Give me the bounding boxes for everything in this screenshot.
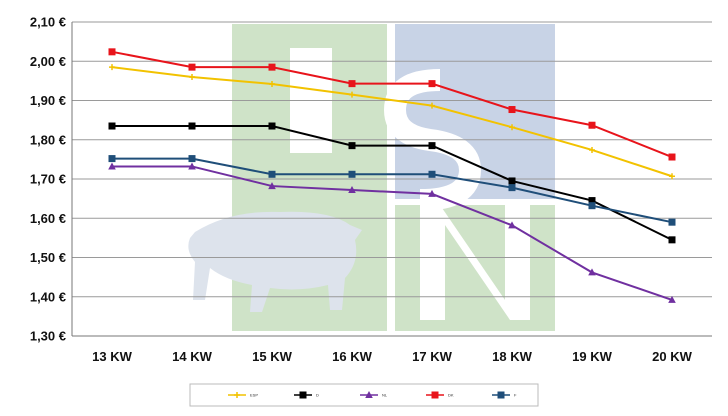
data-point [588,202,596,210]
legend-label: F [514,393,517,398]
data-point [348,80,356,88]
data-point [188,162,196,170]
legend-marker [497,391,505,399]
data-point [509,124,515,131]
y-tick-label: 1,90 € [30,93,66,108]
watermark-pig-silhouette [188,211,362,312]
series-esp [109,64,675,180]
legend-label: ESP [250,393,258,398]
watermark-letter-n [420,205,530,320]
legend-label: NL [382,393,388,398]
legend-item-d: D [294,391,319,399]
x-tick-label: 16 KW [332,349,372,364]
data-point [508,177,516,185]
data-point [188,122,196,130]
data-point [349,91,355,98]
data-point [588,268,596,276]
legend-item-nl: NL [360,391,388,398]
series-nl [108,162,676,303]
data-point [669,173,675,180]
data-point [268,63,276,71]
x-tick-label: 13 KW [92,349,132,364]
x-tick-label: 20 KW [652,349,692,364]
data-point [268,122,276,130]
legend-label: D [316,393,319,398]
data-point [268,170,276,178]
y-tick-label: 1,40 € [30,289,66,304]
data-point [668,218,676,226]
data-point [668,153,676,161]
x-tick-label: 18 KW [492,349,532,364]
data-point [108,48,116,56]
legend-marker [431,391,439,399]
legend-marker [365,391,373,398]
isn-watermark-logo [188,24,555,331]
y-tick-label: 1,50 € [30,250,66,265]
legend-marker [299,391,307,399]
data-point [188,155,196,163]
data-point [668,295,676,303]
x-axis-ticks: 13 KW 14 KW 15 KW 16 KW 17 KW 18 KW 19 KW 20 KW [92,349,692,364]
x-tick-label: 15 KW [252,349,292,364]
data-point [188,63,196,71]
data-point [348,142,356,150]
data-point [428,189,436,197]
series-group [108,48,676,303]
legend-item-esp: ESP [228,392,258,398]
legend-label: DK [448,393,454,398]
data-point [668,236,676,244]
data-point [348,185,356,193]
series-line-dk [111,50,673,158]
data-point [589,146,595,153]
data-point [429,102,435,109]
x-tick-label: 19 KW [572,349,612,364]
legend-item-dk: DK [426,391,454,399]
data-point [109,64,115,71]
x-tick-label: 14 KW [172,349,212,364]
data-point [268,182,276,190]
legend-marker [234,392,240,398]
series-d [108,122,676,244]
series-line-f [112,157,673,224]
series-line-nl [112,165,673,301]
data-point [428,80,436,88]
data-point [108,155,116,163]
y-tick-label: 2,00 € [30,54,66,69]
y-tick-label: 1,70 € [30,172,66,187]
legend-item-f: F [492,391,517,399]
data-point [108,162,116,170]
y-tick-label: 1,80 € [30,132,66,147]
y-tick-label: 1,60 € [30,211,66,226]
y-tick-label: 2,10 € [30,15,66,30]
series-f [108,155,676,226]
x-tick-label: 17 KW [412,349,452,364]
data-point [588,197,596,205]
series-line-esp [111,66,673,178]
series-dk [108,48,676,161]
data-point [508,184,516,192]
data-point [108,122,116,130]
data-point [428,142,436,150]
y-axis-ticks: 1,30 € 1,40 € 1,50 € 1,60 € 1,70 € 1,80 € 1,90… [30,15,66,344]
data-point [428,170,436,178]
legend: ESP D NL DK F [189,383,539,407]
data-point [348,170,356,178]
grid-lines [71,21,712,337]
data-point [269,81,275,88]
data-point [508,106,516,114]
data-point [588,121,596,129]
data-point [189,73,195,80]
data-point [508,221,516,229]
y-tick-label: 1,30 € [30,329,66,344]
series-line-d [112,125,673,241]
